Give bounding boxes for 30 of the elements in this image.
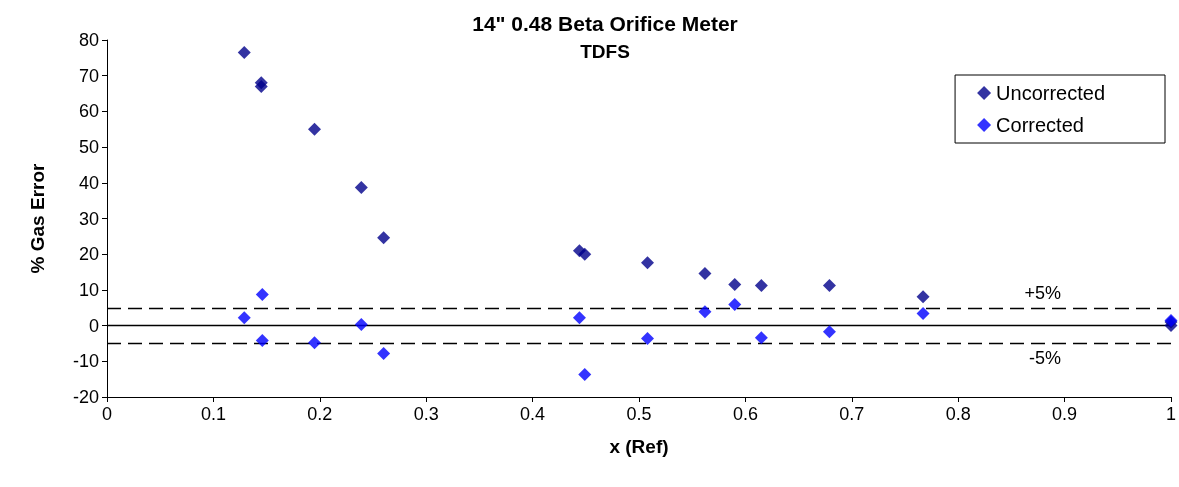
x-tick-label: 1 [1165, 404, 1176, 424]
legend-label: Uncorrected [996, 82, 1105, 104]
y-tick-label: -20 [72, 387, 99, 407]
y-tick-label: 30 [78, 208, 99, 229]
chart-subtitle: TDFS [580, 41, 630, 62]
y-tick-label: 80 [78, 30, 99, 50]
y-tick-label: 40 [78, 172, 99, 193]
y-tick-label: 70 [78, 65, 99, 86]
x-tick-label: 0.2 [307, 404, 333, 424]
y-tick-label: 50 [78, 137, 99, 158]
x-tick-label: 0.7 [839, 404, 865, 424]
y-tick-label: 20 [78, 244, 99, 265]
x-tick-label: 0.3 [413, 404, 439, 424]
y-tick-label: 10 [78, 279, 99, 300]
legend-label: Corrected [996, 114, 1084, 136]
x-tick-label: 0 [101, 404, 113, 424]
x-tick-label: 0.8 [945, 404, 971, 424]
x-tick-label: 0.9 [1052, 404, 1078, 424]
y-tick-label: 60 [78, 101, 99, 122]
chart-title: 14" 0.48 Beta Orifice Meter [472, 12, 738, 35]
x-tick-label: 0.1 [200, 404, 226, 424]
x-tick-label: 0.4 [520, 404, 546, 424]
y-tick-label: -10 [72, 351, 99, 372]
x-axis-title: x (Ref) [609, 436, 669, 457]
ref-line-label: -5% [1028, 348, 1061, 369]
y-axis-title: % Gas Error [27, 162, 48, 274]
ref-line-label: +5% [1024, 282, 1061, 303]
y-tick-label: 0 [88, 315, 99, 336]
x-tick-label: 0.5 [626, 404, 652, 424]
x-tick-label: 0.6 [732, 404, 758, 424]
